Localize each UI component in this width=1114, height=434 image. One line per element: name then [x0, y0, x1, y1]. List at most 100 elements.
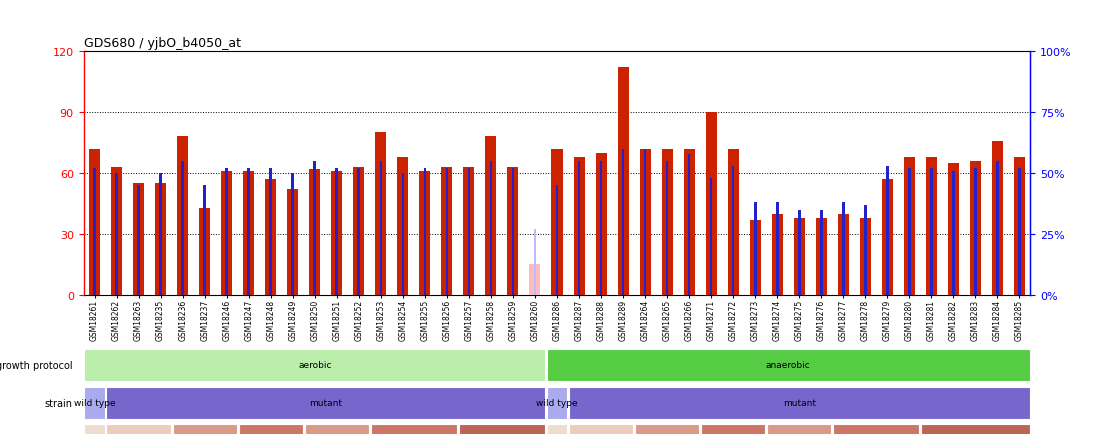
Bar [529, 265, 540, 295]
Bar [155, 184, 166, 295]
Bar [727, 149, 739, 295]
FancyBboxPatch shape [173, 424, 237, 434]
Bar [662, 149, 673, 295]
Bar [644, 149, 646, 295]
FancyBboxPatch shape [85, 349, 545, 381]
Bar [775, 203, 779, 295]
Bar [793, 218, 804, 295]
Bar [622, 149, 624, 295]
Bar [864, 205, 867, 295]
Bar [991, 141, 1003, 295]
FancyBboxPatch shape [768, 424, 831, 434]
FancyBboxPatch shape [238, 424, 303, 434]
Bar [133, 184, 144, 295]
Bar [842, 203, 844, 295]
Bar [199, 208, 211, 295]
Text: growth protocol: growth protocol [0, 360, 72, 370]
FancyBboxPatch shape [635, 424, 700, 434]
Bar [1018, 169, 1020, 295]
Bar [710, 178, 713, 295]
Bar [596, 153, 606, 295]
Bar [380, 161, 382, 295]
Bar [182, 161, 184, 295]
Bar [265, 180, 276, 295]
Bar [94, 169, 96, 295]
Bar [375, 133, 387, 295]
FancyBboxPatch shape [921, 424, 1029, 434]
Bar [996, 161, 999, 295]
FancyBboxPatch shape [701, 424, 765, 434]
Bar [908, 169, 910, 295]
FancyBboxPatch shape [833, 424, 919, 434]
Bar [511, 169, 515, 295]
FancyBboxPatch shape [304, 424, 369, 434]
Bar [486, 137, 497, 295]
Bar [578, 161, 580, 295]
Bar [732, 166, 734, 295]
Bar [159, 174, 162, 295]
Bar [225, 169, 228, 295]
Bar [574, 158, 585, 295]
Bar [882, 180, 892, 295]
Bar [446, 169, 448, 295]
Bar [556, 186, 558, 295]
Bar [639, 149, 651, 295]
Bar [335, 169, 339, 295]
FancyBboxPatch shape [547, 387, 567, 419]
Bar [398, 158, 409, 295]
Bar [534, 230, 536, 295]
Bar [508, 168, 518, 295]
Bar [970, 161, 981, 295]
Bar [331, 171, 342, 295]
Bar [358, 169, 360, 295]
Bar [666, 161, 668, 295]
Bar [287, 190, 299, 295]
FancyBboxPatch shape [107, 387, 545, 419]
Bar [617, 68, 628, 295]
FancyBboxPatch shape [85, 387, 105, 419]
FancyBboxPatch shape [547, 349, 1029, 381]
Bar [820, 210, 822, 295]
FancyBboxPatch shape [459, 424, 545, 434]
Bar [815, 218, 827, 295]
Bar [222, 171, 232, 295]
Bar [772, 214, 783, 295]
FancyBboxPatch shape [85, 424, 105, 434]
Text: anaerobic: anaerobic [765, 361, 811, 369]
Bar [948, 164, 959, 295]
Text: mutant: mutant [310, 398, 342, 407]
Bar [423, 169, 427, 295]
Bar [115, 174, 118, 295]
Bar [705, 113, 716, 295]
Bar [204, 186, 206, 295]
Bar [838, 214, 849, 295]
Bar [441, 168, 452, 295]
Text: aerobic: aerobic [299, 361, 332, 369]
Text: GDS680 / yjbO_b4050_at: GDS680 / yjbO_b4050_at [84, 36, 241, 49]
Bar [292, 174, 294, 295]
Bar [313, 161, 316, 295]
Bar [137, 186, 140, 295]
Bar [684, 149, 695, 295]
Text: mutant: mutant [783, 398, 815, 407]
Bar [926, 158, 937, 295]
Bar [401, 174, 404, 295]
Bar [468, 169, 470, 295]
Bar [754, 203, 756, 295]
Bar [89, 149, 100, 295]
FancyBboxPatch shape [371, 424, 457, 434]
Bar [177, 137, 188, 295]
Bar [111, 168, 123, 295]
Bar [860, 218, 871, 295]
Bar [270, 169, 272, 295]
Bar [1014, 158, 1025, 295]
Bar [599, 161, 603, 295]
Bar [903, 158, 915, 295]
Bar [419, 171, 430, 295]
Bar [687, 154, 691, 295]
Bar [750, 220, 761, 295]
Bar [930, 169, 932, 295]
Bar [974, 169, 977, 295]
FancyBboxPatch shape [569, 387, 1029, 419]
Text: wild type: wild type [74, 398, 116, 407]
